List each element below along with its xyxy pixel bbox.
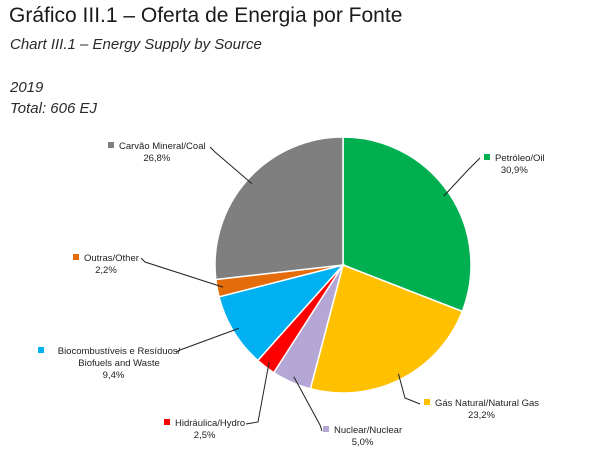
label-nuclear-value: 5,0% [351, 437, 374, 448]
pie-slice-biocombustiveis [218, 263, 346, 362]
label-hidraulica-name: Hidráulica/Hydro [175, 418, 246, 429]
label-hidraulica: Hidráulica/Hydro 2,5% [164, 418, 245, 442]
legend-swatch-gas [424, 399, 430, 405]
legend-swatch-petroleo [484, 154, 490, 160]
label-hidraulica-value: 2,5% [193, 430, 216, 441]
legend-swatch-biocombustiveis [38, 347, 44, 353]
label-outras-value: 2,2% [95, 265, 117, 276]
pie-slice-gas [309, 263, 464, 394]
label-petroleo-name: Petróleo/Oil [495, 153, 545, 164]
label-outras-name: Outras/Other [84, 253, 139, 264]
leader-line-hidraulica [245, 362, 270, 425]
label-outras: Outras/Other 2,2% [73, 253, 139, 277]
leader-line-nuclear [293, 376, 323, 432]
label-nuclear: Nuclear/Nuclear 5,0% [323, 425, 402, 449]
label-biocombustiveis-name: Biocombustíveis e Resíduos/ Biofuels and… [57, 346, 181, 369]
leader-line-gas [397, 373, 421, 405]
label-carvao: Carvão Mineral/Coal 26,8% [108, 141, 206, 165]
leader-line-outras [140, 257, 224, 288]
label-gas-name: Gás Natural/Natural Gas [435, 398, 540, 409]
pie-slice-petroleo [342, 136, 472, 313]
label-carvao-value: 26,8% [143, 153, 171, 164]
label-carvao-name: Carvão Mineral/Coal [119, 141, 206, 152]
leader-line-carvao [209, 146, 253, 185]
label-biocombustiveis: Biocombustíveis e Resíduos/ Biofuels and… [38, 346, 189, 382]
legend-swatch-nuclear [323, 426, 329, 432]
chart-year: 2019 [10, 79, 44, 96]
pie-slice-carvao [214, 136, 344, 281]
label-nuclear-name: Nuclear/Nuclear [334, 425, 403, 436]
leader-line-biocombustiveis [175, 327, 239, 353]
label-biocombustiveis-value: 9,4% [102, 370, 125, 381]
legend-swatch-outras [73, 254, 79, 260]
label-petroleo: Petróleo/Oil 30,9% [484, 153, 545, 177]
legend-swatch-carvao [108, 142, 114, 148]
label-gas: Gás Natural/Natural Gas 23,2% [424, 398, 539, 422]
leader-line-petroleo [443, 157, 481, 197]
chart-title: Gráfico III.1 – Oferta de Energia por Fo… [9, 4, 403, 27]
chart-subtitle: Chart III.1 – Energy Supply by Source [10, 36, 262, 53]
legend-swatch-hidraulica [164, 419, 170, 425]
label-petroleo-value: 30,9% [500, 165, 528, 176]
chart-total: Total: 606 EJ [10, 100, 98, 117]
label-gas-value: 23,2% [468, 410, 495, 421]
